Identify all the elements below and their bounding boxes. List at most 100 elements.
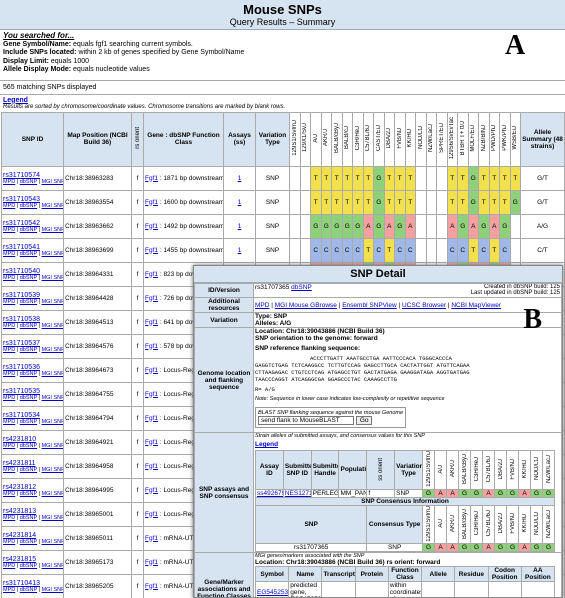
gene-symbol[interactable]: Fgf1 xyxy=(145,174,159,182)
resource-link[interactable]: dbSNP xyxy=(19,562,38,569)
snp-id[interactable]: rs4231813 xyxy=(3,507,37,515)
gene-symbol[interactable]: Fgf1 xyxy=(145,510,159,518)
gene-symbol[interactable]: Fgf1 xyxy=(145,582,159,590)
resource-link[interactable]: MPD xyxy=(3,490,16,497)
assay-count[interactable]: 1 xyxy=(237,198,242,206)
gene-symbol[interactable]: Fgf1 xyxy=(145,390,159,398)
resource-link[interactable]: MGI SNP Detail xyxy=(41,538,63,545)
resource-link[interactable]: MPD xyxy=(3,418,16,425)
snp-id[interactable]: rs31710540 xyxy=(3,267,40,275)
assay-count[interactable]: 1 xyxy=(237,246,242,254)
gene-symbol[interactable]: Fgf1 xyxy=(145,414,159,422)
gene-symbol[interactable]: Fgf1 xyxy=(145,558,159,566)
gene-symbol[interactable]: Fgf1 xyxy=(145,366,159,374)
resource-link[interactable]: MGI SNP Detail xyxy=(41,562,63,569)
resource-link[interactable]: MGI SNP Detail xyxy=(41,202,63,209)
resource-link[interactable]: MGI Mouse GBrowse xyxy=(274,301,337,309)
snp-id[interactable]: rs31710543 xyxy=(3,195,40,203)
resource-link[interactable]: MGI SNP Detail xyxy=(41,466,63,473)
resource-link[interactable]: dbSNP xyxy=(19,394,38,401)
resource-link[interactable]: MPD xyxy=(3,586,16,593)
resource-link[interactable]: MGI SNP Detail xyxy=(41,322,63,329)
resource-link[interactable]: dbSNP xyxy=(19,586,38,593)
snp-id[interactable]: rs31710574 xyxy=(3,171,40,179)
resource-link[interactable]: MPD xyxy=(3,346,16,353)
blast-select[interactable]: send flank to MouseBLAST xyxy=(258,416,354,425)
assay-count[interactable]: 1 xyxy=(237,222,242,230)
resource-link[interactable]: dbSNP xyxy=(19,250,38,257)
resource-link[interactable]: MPD xyxy=(3,178,16,185)
resource-link[interactable]: MPD xyxy=(3,274,16,281)
gene-symbol[interactable]: Fgf1 xyxy=(145,342,159,350)
resource-link[interactable]: MPD xyxy=(3,466,16,473)
snp-id[interactable]: rs4231811 xyxy=(3,459,36,467)
go-button[interactable]: Go xyxy=(355,416,373,425)
gene-symbol[interactable]: Fgf1 xyxy=(145,486,159,494)
resource-link[interactable]: dbSNP xyxy=(19,226,38,233)
resource-link[interactable]: dbSNP xyxy=(19,298,38,305)
resource-link[interactable]: MPD xyxy=(255,301,270,309)
resource-link[interactable]: dbSNP xyxy=(19,466,38,473)
resource-link[interactable]: MGI SNP Detail xyxy=(41,586,63,593)
assay-cell[interactable]: ss49267985 xyxy=(255,488,284,498)
resource-link[interactable]: dbSNP xyxy=(19,274,38,281)
resource-link[interactable]: MGI SNP Detail xyxy=(41,394,63,401)
resource-link[interactable]: dbSNP xyxy=(19,538,38,545)
legend-link[interactable]: Legend xyxy=(255,441,279,448)
snp-id[interactable]: rs31710539 xyxy=(3,291,40,299)
snp-id[interactable]: rs31710542 xyxy=(3,219,40,227)
gene-symbol[interactable]: Fgf1 xyxy=(145,438,159,446)
resource-link[interactable]: MGI SNP Detail xyxy=(41,274,63,281)
resource-link[interactable]: dbSNP xyxy=(19,346,38,353)
snp-id[interactable]: rs4231812 xyxy=(3,483,37,491)
gene-symbol[interactable]: Fgf1 xyxy=(145,270,159,278)
snp-id[interactable]: rs4231810 xyxy=(3,435,37,443)
snp-id[interactable]: rs31710413 xyxy=(3,579,40,587)
gene-symbol[interactable]: Fgf1 xyxy=(145,462,159,470)
resource-link[interactable]: MPD xyxy=(3,202,16,209)
resource-link[interactable]: dbSNP xyxy=(19,322,38,329)
resource-link[interactable]: MPD xyxy=(3,394,16,401)
snp-id[interactable]: rs31710538 xyxy=(3,315,40,323)
resource-link[interactable]: Ensembl SNPView xyxy=(342,301,397,309)
resource-link[interactable]: MPD xyxy=(3,538,16,545)
gene-symbol[interactable]: Fgf1 xyxy=(145,246,159,254)
resource-link[interactable]: dbSNP xyxy=(19,178,38,185)
resource-link[interactable]: dbSNP xyxy=(19,418,38,425)
resource-link[interactable]: MPD xyxy=(3,226,16,233)
resource-link[interactable]: MPD xyxy=(3,442,16,449)
dbsnp-link[interactable]: dbSNP xyxy=(291,284,312,292)
resource-link[interactable]: MGI SNP Detail xyxy=(41,418,63,425)
resource-link[interactable]: MGI SNP Detail xyxy=(41,370,63,377)
resource-link[interactable]: dbSNP xyxy=(19,370,38,377)
resource-link[interactable]: dbSNP xyxy=(19,514,38,521)
resource-link[interactable]: MGI SNP Detail xyxy=(41,490,63,497)
assay-cell[interactable]: NES12714722 xyxy=(282,488,312,498)
resource-link[interactable]: dbSNP xyxy=(19,202,38,209)
resource-link[interactable]: MGI SNP Detail xyxy=(41,442,63,449)
assay-count[interactable]: 1 xyxy=(237,174,242,182)
resource-link[interactable]: UCSC Browser xyxy=(401,301,447,309)
resource-link[interactable]: MGI SNP Detail xyxy=(41,346,63,353)
resource-link[interactable]: MGI SNP Detail xyxy=(41,298,63,305)
gene-symbol[interactable]: Fgf1 xyxy=(145,318,159,326)
resource-link[interactable]: MPD xyxy=(3,322,16,329)
resource-link[interactable]: MGI SNP Detail xyxy=(41,514,63,521)
snp-id[interactable]: rs31710534 xyxy=(3,411,40,419)
snp-id[interactable]: rs31710535 xyxy=(3,387,40,395)
resource-link[interactable]: MPD xyxy=(3,370,16,377)
resource-link[interactable]: MPD xyxy=(3,298,16,305)
snp-id[interactable]: rs31710537 xyxy=(3,339,40,347)
resource-link[interactable]: MGI SNP Detail xyxy=(41,250,63,257)
gene-cell[interactable]: EG545253 xyxy=(254,581,290,597)
snp-id[interactable]: rs4231815 xyxy=(3,555,37,563)
resource-link[interactable]: MGI SNP Detail xyxy=(41,226,63,233)
resource-link[interactable]: MPD xyxy=(3,514,16,521)
resource-link[interactable]: dbSNP xyxy=(19,490,38,497)
resource-link[interactable]: NCBI MapViewer xyxy=(451,301,502,309)
snp-id[interactable]: rs4231814 xyxy=(3,531,37,539)
gene-symbol[interactable]: Fgf1 xyxy=(145,534,159,542)
resource-link[interactable]: MGI SNP Detail xyxy=(41,178,63,185)
gene-symbol[interactable]: Fgf1 xyxy=(145,294,159,302)
gene-symbol[interactable]: Fgf1 xyxy=(145,222,159,230)
